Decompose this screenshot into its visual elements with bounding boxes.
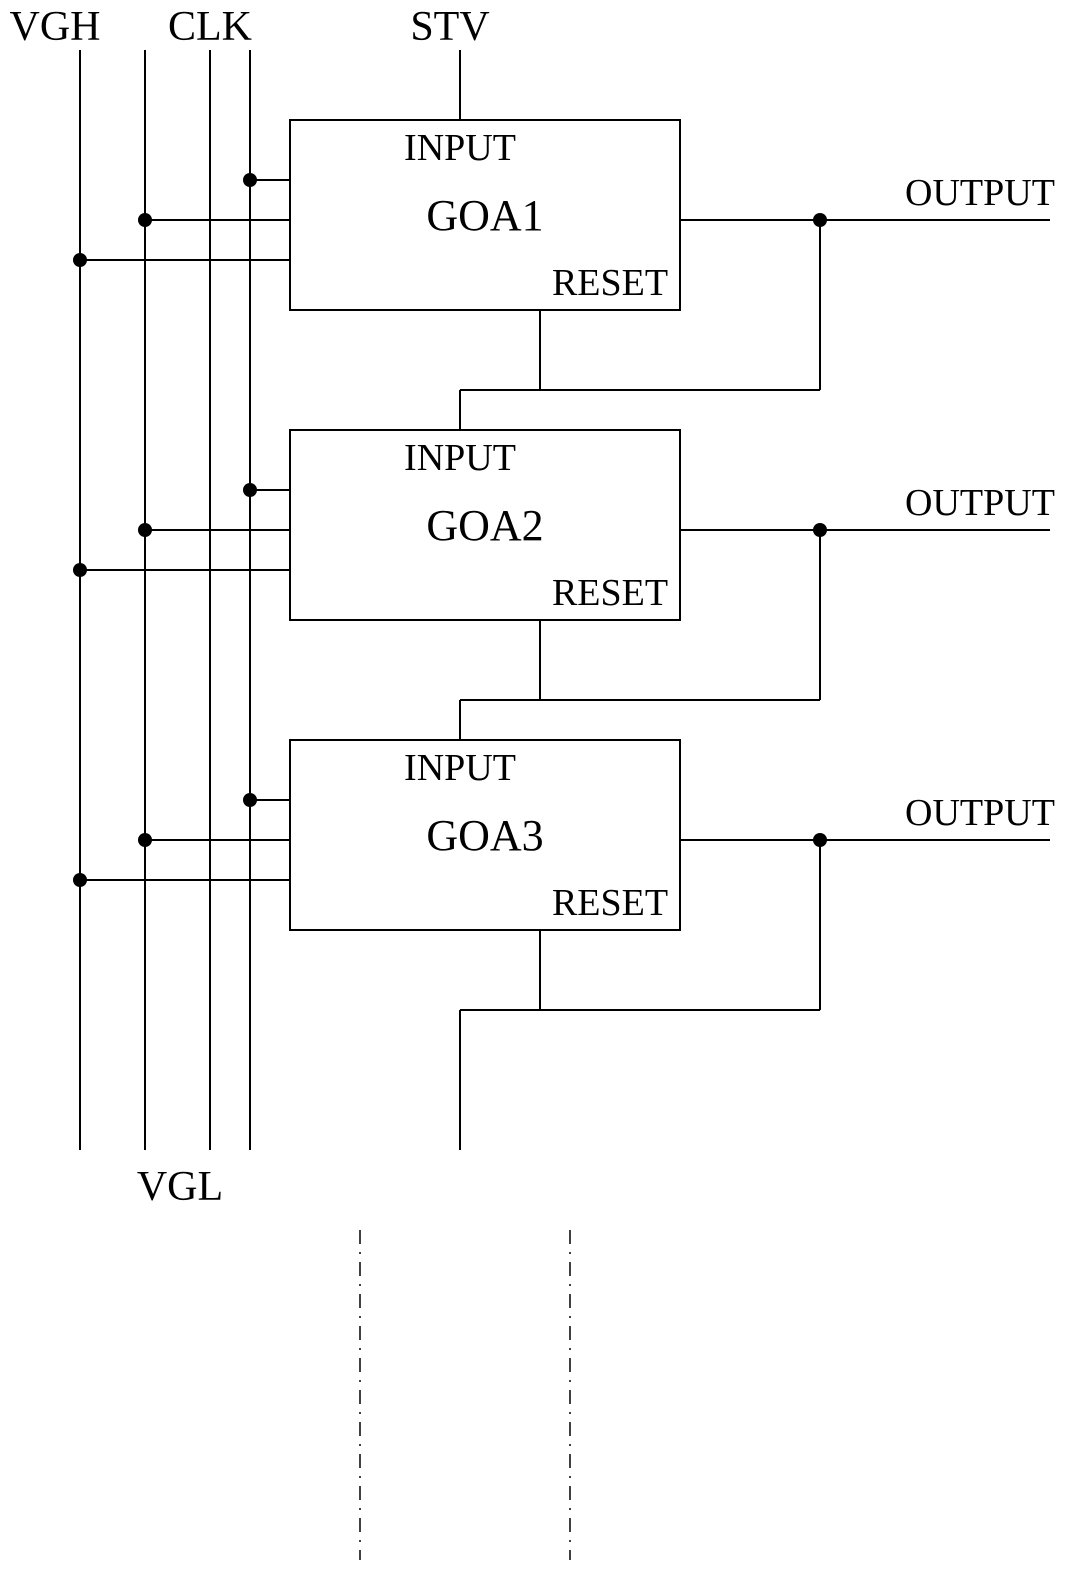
tap-clk-3 — [243, 793, 257, 807]
rail-label-vgh: VGH — [10, 4, 101, 50]
tap-clk-1 — [243, 173, 257, 187]
goa3-output-label: OUTPUT — [905, 792, 1055, 834]
goa2-output-label: OUTPUT — [905, 482, 1055, 524]
goa3-name-label: GOA3 — [426, 811, 543, 860]
tap-vgl-1 — [138, 213, 152, 227]
tap-vgl-3 — [138, 833, 152, 847]
goa1-output-label: OUTPUT — [905, 172, 1055, 214]
goa3-reset-label: RESET — [552, 882, 668, 924]
tap-vgh-2 — [73, 563, 87, 577]
goa2-name-label: GOA2 — [426, 501, 543, 550]
goa2-input-label: INPUT — [404, 437, 516, 479]
goa1-input-label: INPUT — [404, 127, 516, 169]
tap-vgl-2 — [138, 523, 152, 537]
goa1-name-label: GOA1 — [426, 191, 543, 240]
goa1-reset-label: RESET — [552, 262, 668, 304]
tap-vgh-3 — [73, 873, 87, 887]
goa2-reset-label: RESET — [552, 572, 668, 614]
rail-label-vgl: VGL — [137, 1164, 223, 1210]
tap-clk-2 — [243, 483, 257, 497]
rail-label-clk: CLK — [168, 4, 252, 50]
rail-label-stv: STV — [410, 4, 489, 50]
goa3-input-label: INPUT — [404, 747, 516, 789]
tap-vgh-1 — [73, 253, 87, 267]
